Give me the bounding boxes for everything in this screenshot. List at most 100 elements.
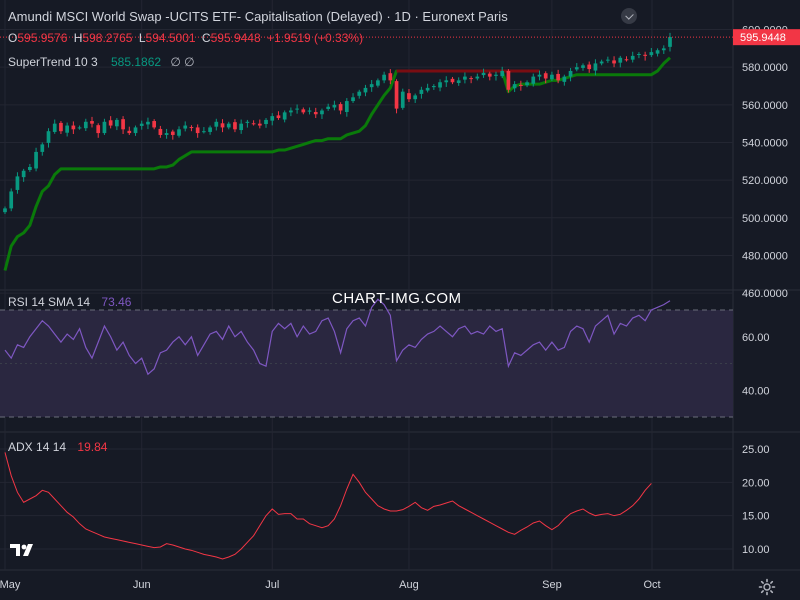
price-tick-label: 520.0000 <box>742 175 788 187</box>
candle-body <box>127 130 132 134</box>
candle-body <box>189 127 194 129</box>
settings-gear-icon[interactable] <box>758 578 776 596</box>
candle-body <box>282 112 287 120</box>
ohlc-open-value: 595.9576 <box>17 31 68 45</box>
candle-body <box>28 166 32 170</box>
adx-layer <box>4 452 652 560</box>
candle-body <box>599 61 604 64</box>
tradingview-logo-icon[interactable] <box>9 540 39 560</box>
candle-body <box>612 60 616 64</box>
candle-body <box>450 78 455 83</box>
price-tick-label: 540.0000 <box>742 137 788 149</box>
candle-body <box>226 123 231 128</box>
candle-body <box>115 119 119 127</box>
ohlc-close-value: 595.9448 <box>210 31 261 45</box>
last-price-badge <box>733 29 800 46</box>
supertrend-value: 585.1862 <box>110 55 162 69</box>
candle-body <box>3 208 7 213</box>
grid <box>0 0 800 571</box>
supertrend-layer <box>3 56 672 271</box>
rsi-value: 73.46 <box>101 295 132 309</box>
candle-body <box>537 74 542 77</box>
candle-body <box>562 76 567 82</box>
candle-body <box>643 54 647 56</box>
candle-body <box>606 59 610 61</box>
ohlc-change-value: +1.9519 (+0.33%) <box>267 31 364 45</box>
candle-body <box>419 89 424 94</box>
candle-body <box>239 123 244 131</box>
adx-line <box>4 452 652 560</box>
x-tick-label: Oct <box>643 579 660 591</box>
candle-body <box>220 123 225 128</box>
candle-body <box>121 119 125 130</box>
ohlc-low-key: L <box>138 31 146 45</box>
x-tick-label: Sep <box>542 579 562 591</box>
candle-body <box>21 170 26 178</box>
supertrend-line <box>3 56 672 271</box>
candle-body <box>351 97 355 102</box>
candle-body <box>475 76 480 79</box>
candle-body <box>295 108 299 110</box>
candle-body <box>233 122 237 130</box>
candle-body <box>133 127 138 134</box>
candle-body <box>369 84 374 88</box>
candle-body <box>581 65 585 68</box>
candle-body <box>456 80 461 84</box>
x-tick-label: Aug <box>399 579 419 591</box>
x-tick-label: Jul <box>265 579 279 591</box>
ohlc-high-key: H <box>73 31 83 45</box>
candle-body <box>413 95 418 100</box>
candle-body <box>407 93 411 100</box>
candle-body <box>52 123 57 132</box>
candle-body <box>164 133 169 135</box>
candles <box>3 32 672 215</box>
candle-body <box>59 122 63 132</box>
candle-body <box>90 121 94 124</box>
candle-body <box>400 91 405 108</box>
candle-body <box>376 80 380 86</box>
candle-body <box>500 70 505 77</box>
candle-body <box>494 74 498 76</box>
price-tick-label: 580.0000 <box>742 62 788 74</box>
price-tick-label: 560.0000 <box>742 100 788 112</box>
candle-body <box>487 73 492 77</box>
candle-body <box>195 127 200 134</box>
candle-body <box>9 191 14 209</box>
candle-body <box>637 54 641 56</box>
candle-body <box>208 127 212 132</box>
candle-body <box>550 74 554 80</box>
candle-body <box>512 84 517 89</box>
candle-body <box>102 121 107 134</box>
candle-body <box>518 84 523 87</box>
candle-body <box>593 63 598 71</box>
candle-body <box>77 127 82 129</box>
ohlc-close-key: C <box>201 31 211 45</box>
candle-body <box>630 55 635 60</box>
ohlc-legend: O595.9576 H598.2765 L594.5001 C595.9448 … <box>8 31 366 45</box>
candle-body <box>152 121 157 128</box>
adx-name: ADX <box>8 440 33 454</box>
adx-params: 14 14 <box>36 440 67 454</box>
collapse-legend-button[interactable] <box>621 8 637 24</box>
last-price-label: 595.9448 <box>740 32 786 44</box>
candle-body <box>363 87 368 93</box>
candle-body <box>332 104 337 108</box>
candle-body <box>394 81 399 109</box>
price-tick-label: 480.0000 <box>742 250 788 262</box>
candle-body <box>431 86 436 88</box>
candle-body <box>257 123 262 126</box>
ohlc-open-key: O <box>8 31 18 45</box>
candle-body <box>264 119 268 125</box>
candle-body <box>382 74 386 81</box>
candle-body <box>425 87 430 91</box>
candle-body <box>83 121 88 129</box>
adx-legend[interactable]: ADX 14 14 19.84 <box>8 440 107 454</box>
rsi-layer <box>4 298 671 376</box>
candle-body <box>46 131 51 143</box>
rsi-legend[interactable]: RSI 14 SMA 14 73.46 <box>8 295 131 309</box>
candle-body <box>463 76 467 80</box>
candle-body <box>338 104 343 111</box>
supertrend-legend[interactable]: SuperTrend 10 3 585.1862 ∅ ∅ <box>8 55 195 69</box>
candle-body <box>108 120 113 126</box>
watermark: CHART-IMG.COM <box>332 290 462 307</box>
